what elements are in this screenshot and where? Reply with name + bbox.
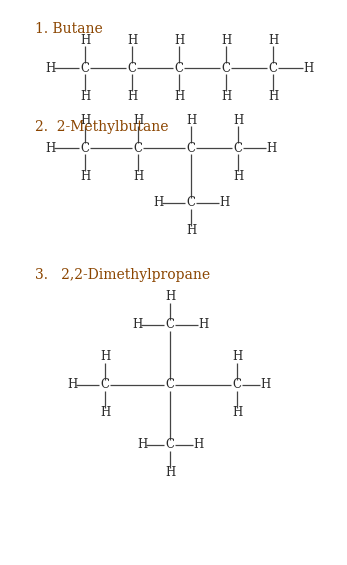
Text: H: H [232, 406, 242, 419]
Text: C: C [166, 438, 175, 451]
Text: H: H [221, 89, 231, 102]
Text: H: H [80, 89, 90, 102]
Text: H: H [67, 379, 77, 392]
Text: C: C [81, 141, 90, 154]
Text: C: C [186, 197, 195, 210]
Text: H: H [233, 114, 243, 127]
Text: H: H [193, 438, 203, 451]
Text: H: H [165, 467, 175, 480]
Text: H: H [45, 62, 55, 75]
Text: C: C [134, 141, 143, 154]
Text: H: H [303, 62, 313, 75]
Text: H: H [174, 33, 184, 46]
Text: H: H [165, 290, 175, 303]
Text: C: C [166, 379, 175, 392]
Text: 1. Butane: 1. Butane [35, 22, 103, 36]
Text: H: H [260, 379, 270, 392]
Text: C: C [221, 62, 230, 75]
Text: H: H [186, 114, 196, 127]
Text: H: H [45, 141, 55, 154]
Text: H: H [133, 170, 143, 182]
Text: H: H [100, 350, 110, 363]
Text: H: H [233, 170, 243, 182]
Text: H: H [219, 197, 229, 210]
Text: C: C [166, 319, 175, 332]
Text: C: C [186, 141, 195, 154]
Text: H: H [80, 33, 90, 46]
Text: H: H [186, 224, 196, 237]
Text: H: H [232, 350, 242, 363]
Text: H: H [268, 89, 278, 102]
Text: C: C [232, 379, 242, 392]
Text: H: H [80, 170, 90, 182]
Text: H: H [80, 114, 90, 127]
Text: H: H [100, 406, 110, 419]
Text: C: C [269, 62, 278, 75]
Text: H: H [153, 197, 163, 210]
Text: H: H [266, 141, 276, 154]
Text: 3.   2,2-Dimethylpropane: 3. 2,2-Dimethylpropane [35, 268, 210, 282]
Text: H: H [268, 33, 278, 46]
Text: C: C [234, 141, 243, 154]
Text: H: H [133, 114, 143, 127]
Text: H: H [127, 89, 137, 102]
Text: H: H [221, 33, 231, 46]
Text: C: C [127, 62, 136, 75]
Text: H: H [198, 319, 208, 332]
Text: C: C [101, 379, 110, 392]
Text: H: H [174, 89, 184, 102]
Text: H: H [132, 319, 142, 332]
Text: C: C [175, 62, 184, 75]
Text: H: H [127, 33, 137, 46]
Text: 2.  2-Methylbutane: 2. 2-Methylbutane [35, 120, 169, 134]
Text: C: C [81, 62, 90, 75]
Text: H: H [137, 438, 147, 451]
